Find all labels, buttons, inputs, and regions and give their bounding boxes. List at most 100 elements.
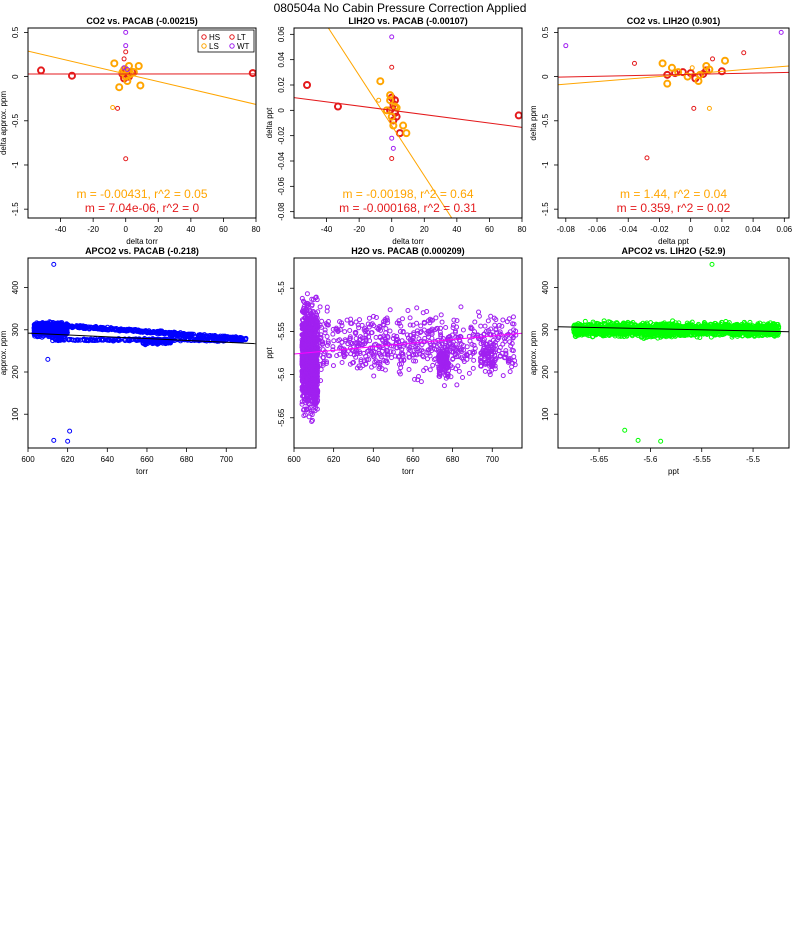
data-point [456, 354, 462, 360]
data-point [451, 317, 457, 323]
data-point [667, 63, 676, 72]
data-point [450, 365, 456, 371]
data-point [384, 315, 390, 321]
data-point [52, 322, 58, 328]
data-point [416, 351, 422, 357]
data-point [425, 318, 431, 324]
data-point [721, 56, 730, 65]
data-point [307, 309, 313, 315]
data-point [411, 358, 417, 364]
x-tick-label: 20 [420, 225, 429, 234]
fit-line [28, 332, 256, 345]
x-axis-label: torr [402, 467, 414, 476]
plot-frame [293, 27, 523, 219]
y-tick-label: 100 [541, 407, 550, 421]
data-point [488, 313, 494, 319]
data-point [92, 325, 98, 331]
data-point [467, 338, 473, 344]
x-tick-label: 40 [452, 225, 461, 234]
data-point [407, 322, 413, 328]
data-point [315, 324, 321, 330]
data-point [163, 330, 169, 336]
data-point [496, 322, 502, 328]
data-point [353, 331, 359, 337]
y-tick-label: -1.5 [541, 202, 550, 216]
data-point [456, 368, 462, 374]
y-tick-label: 0 [541, 74, 550, 79]
data-point [57, 337, 63, 343]
data-point [121, 56, 127, 62]
data-point [347, 336, 353, 342]
data-point [313, 405, 319, 411]
y-tick-label: -0.06 [277, 177, 286, 196]
data-point [115, 83, 124, 92]
data-point [389, 355, 395, 361]
chart-panel-2: LIH2O vs. PACAB (-0.00107)delta torrdelt… [265, 16, 527, 246]
data-point [458, 349, 464, 355]
data-point [347, 328, 353, 334]
y-axis-label: approx. ppm [0, 330, 8, 375]
data-point [300, 325, 306, 331]
data-point [404, 332, 410, 338]
data-point [96, 337, 102, 343]
data-point [318, 367, 324, 373]
data-point [121, 327, 127, 333]
data-point [303, 333, 309, 339]
data-point [385, 335, 391, 341]
y-tick-label: -5.5 [277, 281, 286, 295]
data-point [82, 324, 88, 330]
fit-line [558, 65, 789, 86]
data-point [398, 361, 404, 367]
data-point [330, 344, 336, 350]
y-axis-label: delta approx. ppm [0, 91, 8, 155]
data-point [470, 350, 476, 356]
data-point [371, 354, 377, 360]
x-tick-label: 640 [367, 455, 381, 464]
y-tick-label: 0.5 [541, 26, 550, 38]
data-point [301, 386, 307, 392]
data-point [304, 406, 310, 412]
data-point [478, 323, 484, 329]
data-point [111, 326, 117, 332]
data-point [316, 337, 322, 343]
data-point [302, 372, 308, 378]
plot-frame [557, 27, 790, 219]
data-point [50, 327, 56, 333]
data-point [452, 351, 458, 357]
data-point [420, 310, 426, 316]
x-tick-label: 640 [101, 455, 115, 464]
data-point [319, 341, 325, 347]
y-tick-label: 300 [11, 323, 20, 337]
data-point [380, 322, 386, 328]
data-point [449, 332, 455, 338]
data-point [51, 437, 57, 443]
y-tick-label: -0.04 [277, 151, 286, 170]
data-point [301, 413, 307, 419]
data-point [303, 81, 312, 89]
data-point [369, 345, 375, 351]
data-point [476, 313, 482, 319]
data-point [454, 324, 460, 330]
data-point [240, 337, 246, 343]
data-point [448, 374, 454, 380]
data-point [317, 352, 323, 358]
fit-annotation: m = -0.000168, r^2 = 0.31 [339, 201, 477, 215]
data-point [438, 325, 444, 331]
data-point [497, 344, 503, 350]
x-tick-label: 80 [252, 225, 261, 234]
x-tick-label: -0.04 [619, 225, 638, 234]
y-axis-label: delta ppt [265, 107, 274, 138]
data-point [741, 50, 747, 56]
x-tick-label: 0.04 [745, 225, 761, 234]
data-point [445, 338, 451, 344]
data-point [382, 351, 388, 357]
data-point [491, 315, 497, 321]
data-point [183, 332, 189, 338]
legend-label: WT [237, 42, 250, 51]
data-point [307, 327, 313, 333]
x-tick-label: -20 [87, 225, 99, 234]
fit-line [28, 50, 256, 105]
data-point [497, 353, 503, 359]
